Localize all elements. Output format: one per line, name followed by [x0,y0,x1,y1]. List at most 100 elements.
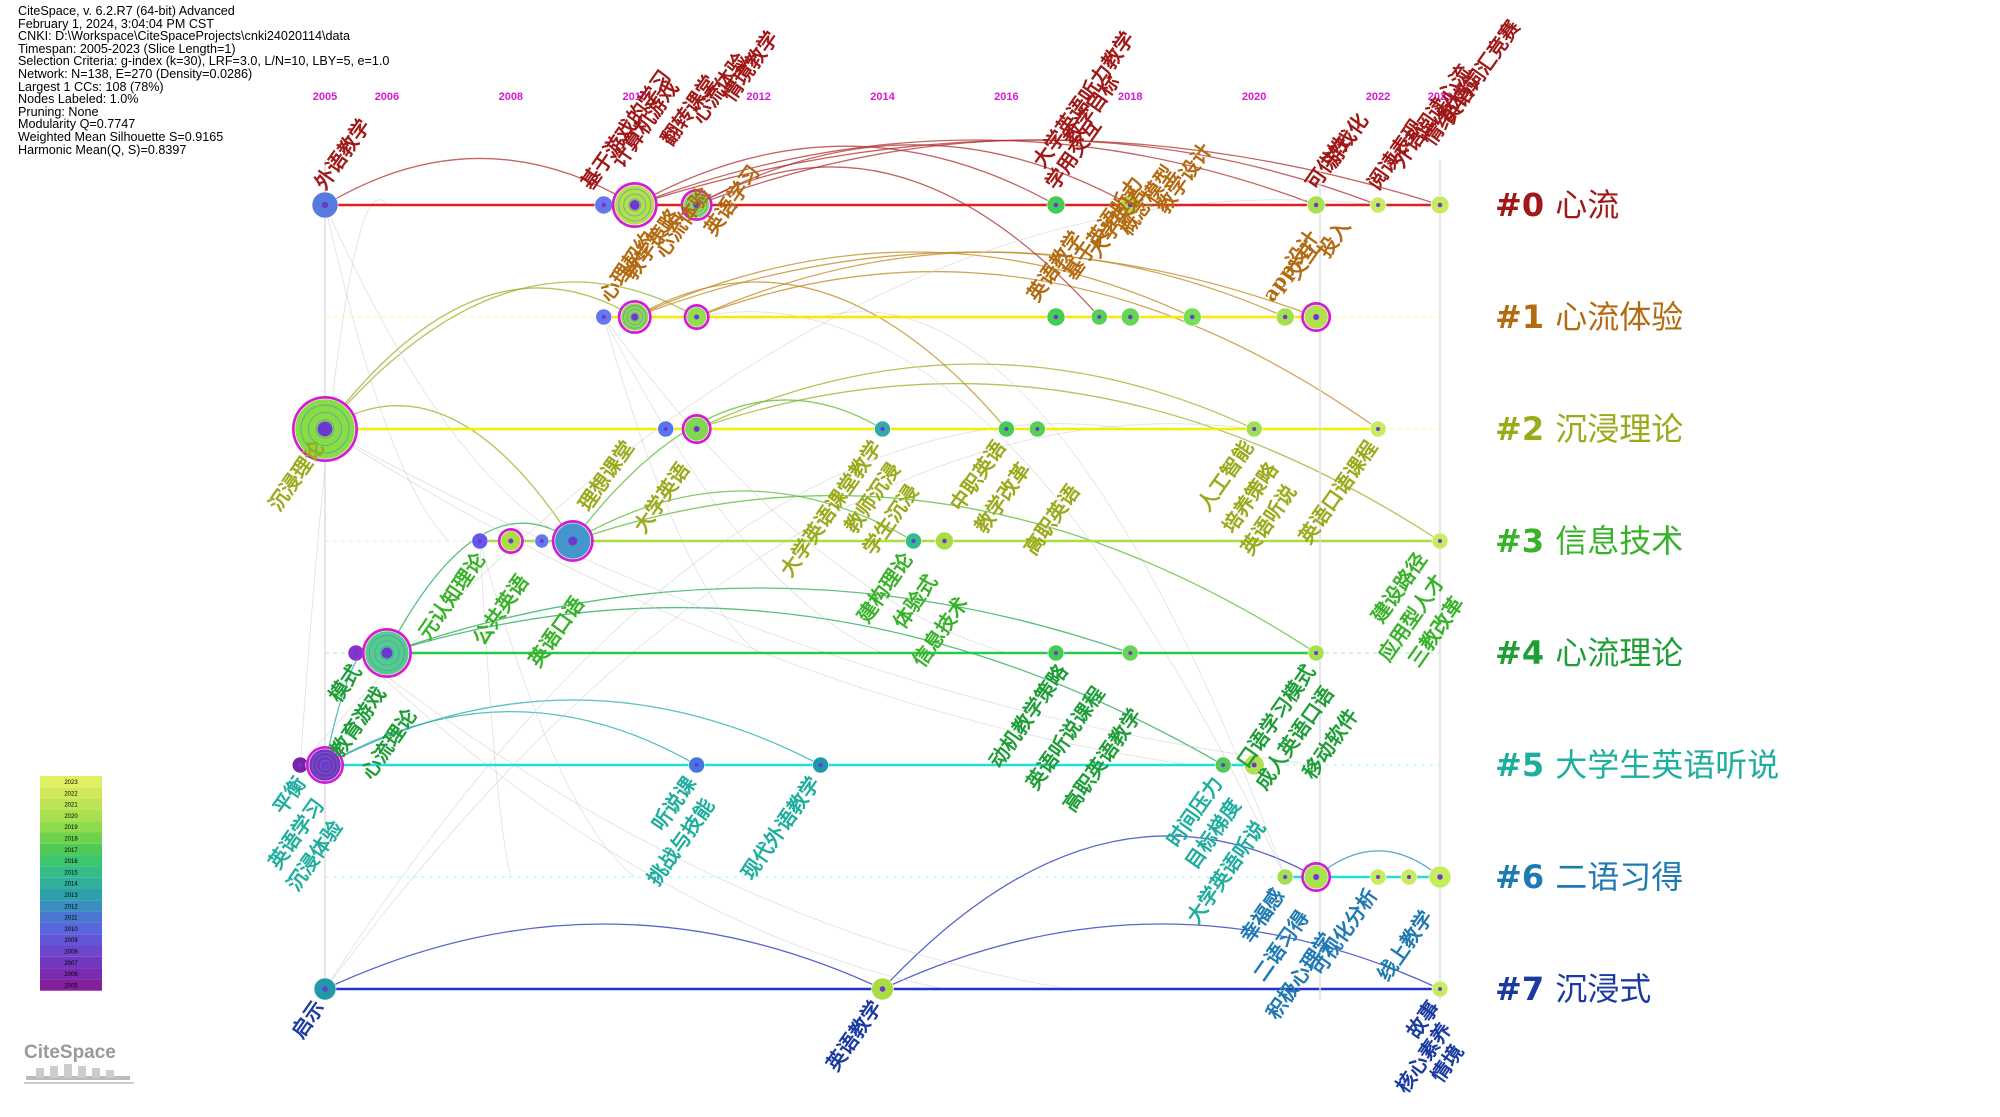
node-ring [692,200,702,210]
citation-link [634,251,1193,318]
cluster-label: #6 二语习得 [1495,858,1683,896]
node-ring [685,194,708,216]
background-link [324,428,1317,766]
cluster-label: #4 心流理论 [1495,634,1683,672]
node-ring [308,412,342,446]
cluster-name: 大学生英语听说 [1555,746,1779,784]
node-center [1053,314,1059,320]
node-center [477,539,482,543]
keyword-label: 英语口语课程 [1294,436,1382,548]
keywords-layer: 外语教学 基于游戏的学习计算机游戏翻转课堂心流体验情境教学学用交互大学英语听力教学… [263,15,1525,1097]
info-line: Pruning: None [18,104,99,119]
legend-year-label: 2020 [64,814,78,820]
citation-link [324,711,697,766]
citation-link [696,144,1131,206]
legend-year-label: 2017 [64,848,78,854]
cluster-id: #3 [1495,522,1555,560]
node-ring [315,755,335,775]
node-center [321,201,329,209]
legend-swatch [40,889,102,901]
info-line: Largest 1 CCs: 108 (78%) [18,79,164,94]
info-line: Nodes Labeled: 1.0% [18,92,139,107]
node-center [1252,427,1257,431]
node-center [1376,427,1381,431]
node-center [1313,202,1319,208]
legend-swatch [40,979,102,991]
node-ring [562,530,584,552]
keyword-label: 沉浸理论 [264,435,330,515]
citation-link [634,251,1317,318]
year-tick-label: 2010 [622,91,646,103]
cluster-id: #7 [1495,970,1555,1008]
node-center [1127,202,1133,208]
citation-link [572,494,1317,654]
legend-year-label: 2018 [64,837,78,843]
cluster-label: #0 心流 [1495,186,1619,224]
node-center [694,763,699,767]
legend-swatch [40,809,102,822]
year-tick-label: 2020 [1242,91,1266,103]
node-center [1282,314,1288,320]
node-center [880,427,885,431]
year-tick-label: 2016 [994,91,1018,103]
legend-swatch [40,877,102,889]
background-link [603,316,883,654]
legend-year-label: 2023 [64,780,78,786]
legend-year-label: 2007 [64,961,78,967]
citation-link [696,251,1286,318]
year-axis: 2005 2006 2008 2010 2012 2014 2016 2018 2020 2022… [313,91,1452,1000]
background-link [324,204,450,542]
node-ring [315,419,335,439]
background-link [324,204,573,542]
citespace-logo: CiteSpace [24,1042,134,1088]
nodes-layer [291,182,1452,1001]
legend-year-label: 2009 [64,938,78,944]
node-center [1097,315,1102,319]
node-center [1004,427,1009,431]
background-link [479,540,512,878]
keyword-label: 游戏化 [1319,109,1373,172]
cluster-lines [300,203,1440,991]
node-ring [623,305,647,329]
year-tick-label: 2012 [746,91,770,103]
legend-year-label: 2015 [64,870,78,876]
citation-link [324,923,883,990]
cluster-labels: #0 心流 #1 心流体验 #2 沉浸理论 #3 信息技术 #4 心流理论 #5 大学生英… [1495,186,1779,1008]
legend-year-label: 2016 [64,859,78,865]
node-center [1189,314,1195,320]
node-center [381,647,393,659]
keyword-label: 外语教学 [309,115,375,194]
cluster-id: #6 [1495,858,1555,896]
logo-text: CiteSpace [24,1042,116,1063]
node-center [322,986,328,992]
cluster-name: 沉浸理论 [1555,410,1683,448]
legend-swatch [40,934,102,946]
node-ring [300,404,350,454]
legend-swatch [40,956,102,969]
legend-swatch [40,798,102,810]
node-center [317,421,333,437]
keyword-label: 启示 [286,996,329,1043]
keyword-label: 公共英语 [468,570,534,649]
legend-year-label: 2005 [64,983,78,989]
node-center [911,539,916,543]
info-line: February 1, 2024, 3:04:04 PM CST [18,16,215,31]
legend-year-label: 2019 [64,825,78,831]
citation-link [572,399,883,542]
citation-link [882,923,1441,990]
year-tick-label: 2014 [870,91,895,103]
node-center [879,986,886,992]
info-line: Harmonic Mean(Q, S)=0.8397 [18,142,187,157]
cluster-label: #3 信息技术 [1495,522,1683,560]
cluster-name: 二语习得 [1555,858,1683,896]
node-ring [379,645,395,661]
color-legend: 2023 2022 2021 2020 2019 2018 2017 2016 2015 2014… [40,776,102,991]
info-line: Weighted Mean Silhouette S=0.9165 [18,129,224,144]
info-line: Modularity Q=0.7747 [18,117,136,132]
node-ring [317,197,333,213]
legend-year-label: 2011 [65,916,79,922]
cluster-label: #5 大学生英语听说 [1495,746,1779,784]
info-panel: CiteSpace, v. 6.2.R7 (64-bit) Advanced F… [18,5,389,156]
citation-link [696,270,1379,430]
citation-link [324,287,636,430]
